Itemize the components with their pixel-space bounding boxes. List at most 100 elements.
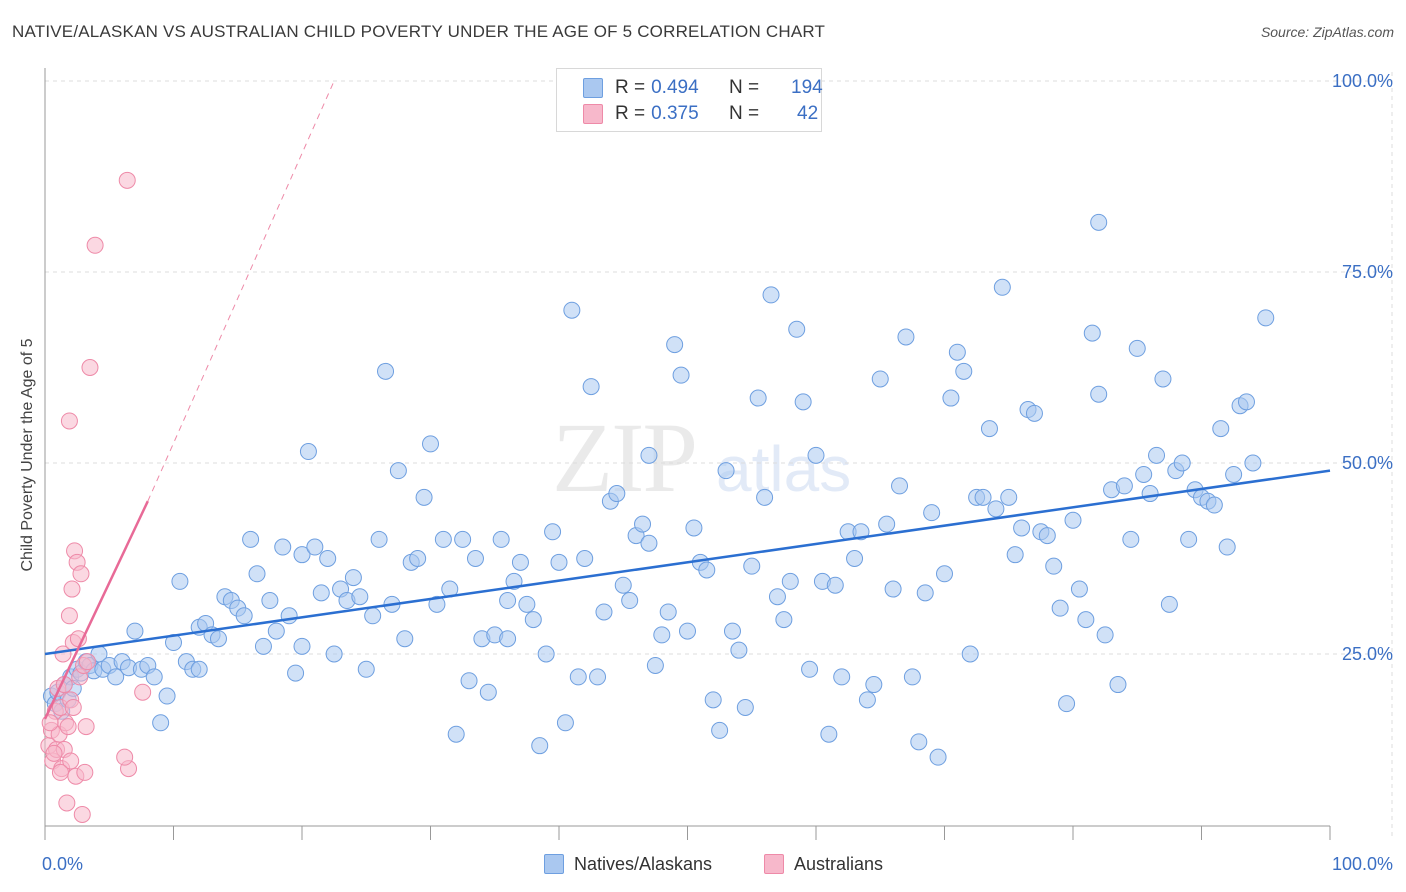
data-point-natives xyxy=(254,637,272,655)
data-point-natives xyxy=(614,576,632,594)
legend-item-australians[interactable]: Australians xyxy=(764,852,883,876)
data-point-natives xyxy=(858,691,876,709)
data-point-natives xyxy=(846,550,864,567)
data-point-natives xyxy=(1051,599,1069,617)
data-point-natives xyxy=(961,645,979,663)
data-point-australians xyxy=(62,752,80,770)
data-point-natives xyxy=(1141,485,1159,503)
data-point-natives xyxy=(781,572,799,590)
data-point-natives xyxy=(974,488,992,506)
data-point-natives xyxy=(1000,488,1018,506)
data-point-natives xyxy=(364,607,382,625)
data-point-natives xyxy=(871,370,889,388)
data-point-natives xyxy=(344,569,362,587)
trendline-australians-extension xyxy=(147,80,335,502)
data-point-natives xyxy=(891,477,909,495)
data-point-natives xyxy=(634,515,652,533)
data-point-natives xyxy=(492,530,510,548)
data-point-natives xyxy=(833,668,851,686)
data-point-natives xyxy=(325,645,343,663)
correlation-legend: R = 0.494 N = 194 R = 0.375 N = 42 xyxy=(556,68,823,132)
data-point-natives xyxy=(679,622,696,640)
data-point-natives xyxy=(717,462,735,480)
trendline-australians xyxy=(43,500,149,720)
data-point-natives xyxy=(107,668,125,686)
data-point-natives xyxy=(595,603,613,621)
data-point-natives xyxy=(1090,385,1108,403)
data-point-natives xyxy=(145,668,163,686)
data-point-australians xyxy=(76,763,94,781)
data-point-natives xyxy=(1115,477,1133,495)
data-point-natives xyxy=(1038,527,1056,545)
data-point-natives xyxy=(152,714,170,732)
data-point-australians xyxy=(45,744,63,762)
data-point-natives xyxy=(1006,546,1024,564)
data-point-natives xyxy=(293,637,311,655)
data-point-natives xyxy=(1025,404,1043,422)
data-point-natives xyxy=(903,668,921,686)
data-point-natives xyxy=(1154,370,1172,388)
data-point-australians xyxy=(78,653,96,671)
data-point-natives xyxy=(209,630,227,648)
data-point-australians xyxy=(60,412,78,430)
data-point-natives xyxy=(640,446,658,464)
data-point-australians xyxy=(58,794,76,812)
legend-row-australians: R = 0.375 N = 42 xyxy=(583,102,823,126)
data-point-natives xyxy=(923,504,941,522)
data-point-australians xyxy=(81,359,99,376)
data-point-natives xyxy=(563,301,581,319)
data-point-natives xyxy=(897,328,915,346)
data-point-natives xyxy=(929,748,947,766)
data-point-natives xyxy=(1257,309,1275,327)
data-point-australians xyxy=(118,171,136,189)
data-point-natives xyxy=(434,530,452,548)
watermark-atlas: atlas xyxy=(716,433,852,505)
data-point-natives xyxy=(377,362,395,380)
data-point-natives xyxy=(1218,538,1236,556)
data-point-natives xyxy=(646,656,664,674)
legend-item-natives[interactable]: Natives/Alaskans xyxy=(544,852,712,876)
data-point-natives xyxy=(556,714,574,732)
data-point-natives xyxy=(299,443,317,461)
data-point-natives xyxy=(370,530,388,548)
data-point-natives xyxy=(653,626,671,644)
y-tick-label: 50.0% xyxy=(1342,453,1393,473)
data-point-australians xyxy=(77,718,95,736)
data-point-australians xyxy=(73,805,91,823)
data-point-australians xyxy=(63,580,81,598)
chart-title: NATIVE/ALASKAN VS AUSTRALIAN CHILD POVER… xyxy=(12,22,826,41)
data-point-natives xyxy=(807,446,825,464)
x-tick-label: 0.0% xyxy=(42,854,83,874)
data-point-natives xyxy=(242,530,260,548)
data-point-natives xyxy=(955,362,973,380)
data-point-australians xyxy=(60,607,78,625)
data-point-natives xyxy=(788,320,806,338)
data-point-natives xyxy=(993,278,1011,296)
data-point-natives xyxy=(479,683,497,701)
data-point-natives xyxy=(762,286,780,304)
data-point-natives xyxy=(582,378,600,396)
data-point-natives xyxy=(280,607,298,625)
data-point-natives xyxy=(466,550,484,567)
data-point-natives xyxy=(1090,213,1108,231)
data-point-natives xyxy=(711,721,729,739)
data-point-natives xyxy=(685,519,703,537)
r-value: 0.494 xyxy=(651,77,699,98)
data-point-natives xyxy=(357,660,375,678)
data-point-natives xyxy=(287,664,305,682)
trendline-natives xyxy=(44,469,1331,656)
data-point-natives xyxy=(1122,530,1140,548)
data-point-natives xyxy=(621,592,639,610)
data-point-natives xyxy=(389,462,407,480)
y-tick-label: 100.0% xyxy=(1332,71,1393,91)
data-point-australians xyxy=(72,565,90,583)
data-point-natives xyxy=(511,553,529,571)
data-point-natives xyxy=(447,725,465,743)
data-point-australians xyxy=(116,748,134,766)
data-point-natives xyxy=(640,534,658,552)
data-point-natives xyxy=(1148,446,1166,464)
data-point-natives xyxy=(1083,324,1101,342)
data-point-natives xyxy=(1225,465,1243,483)
data-point-natives xyxy=(749,389,767,407)
legend-row-natives: R = 0.494 N = 194 xyxy=(583,76,823,100)
